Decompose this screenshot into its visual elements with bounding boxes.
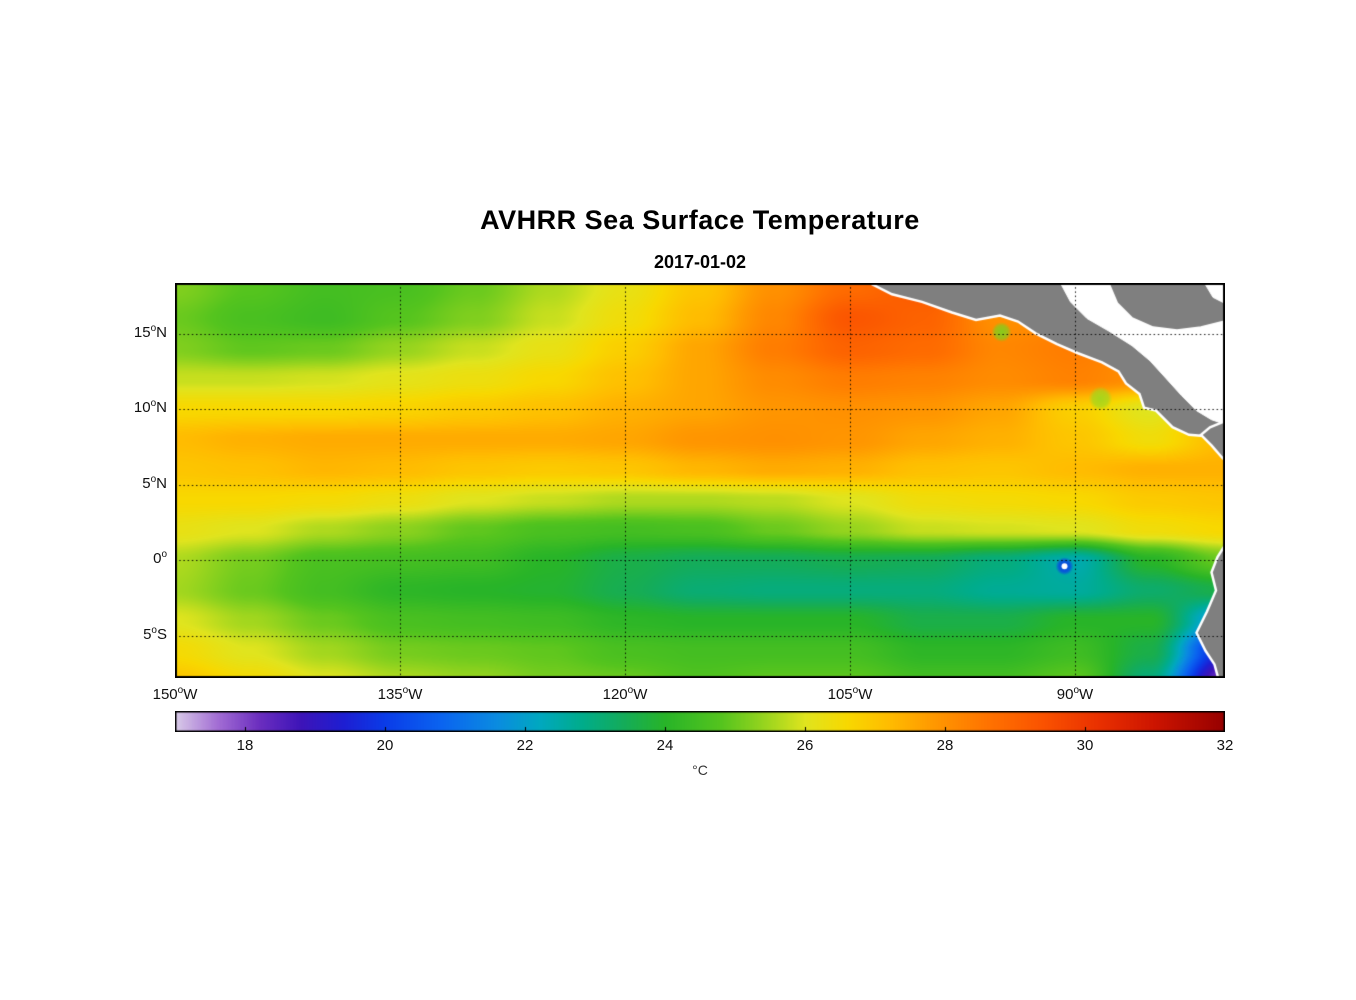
- colorbar-tick-label: 22: [516, 737, 534, 754]
- sst-map-canvas: [175, 283, 1225, 678]
- colorbar-tick-label: 24: [656, 737, 674, 754]
- colorbar-canvas: [175, 711, 1225, 732]
- y-axis-tick-label: 5oN: [142, 473, 167, 492]
- colorbar-tick-labels: 18 20 22 24 26 28 30 32: [175, 737, 1234, 757]
- y-axis-tick-label: 10oN: [133, 398, 167, 417]
- x-axis-tick-label: 105oW: [827, 685, 873, 704]
- colorbar-tick-label: 26: [796, 737, 814, 754]
- chart-title: AVHRR Sea Surface Temperature: [480, 205, 920, 235]
- y-axis-tick-labels: 15oN 10oN 5oN 0o 5oS: [0, 283, 167, 678]
- x-axis-tick-label: 120oW: [602, 685, 648, 704]
- map-plot-area: [175, 283, 1225, 678]
- colorbar-unit-label: °C: [692, 762, 708, 778]
- x-axis-tick-label: 135oW: [377, 685, 423, 704]
- colorbar-tick-label: 20: [376, 737, 394, 754]
- x-axis-tick-label: 90oW: [1056, 685, 1094, 704]
- colorbar-tick-label: 28: [936, 737, 954, 754]
- colorbar-tick-label: 18: [236, 737, 254, 754]
- x-axis-tick-label: 150oW: [152, 685, 198, 704]
- colorbar-tick-label: 32: [1216, 737, 1234, 754]
- colorbar: [175, 711, 1225, 732]
- y-axis-tick-label: 5oS: [143, 624, 167, 643]
- x-axis-tick-labels: 150oW 135oW 120oW 105oW 90oW: [153, 685, 1225, 708]
- y-axis-tick-label: 0o: [153, 549, 167, 568]
- colorbar-tick-label: 30: [1076, 737, 1094, 754]
- chart-subtitle: 2017-01-02: [653, 252, 747, 272]
- y-axis-tick-label: 15oN: [133, 322, 167, 341]
